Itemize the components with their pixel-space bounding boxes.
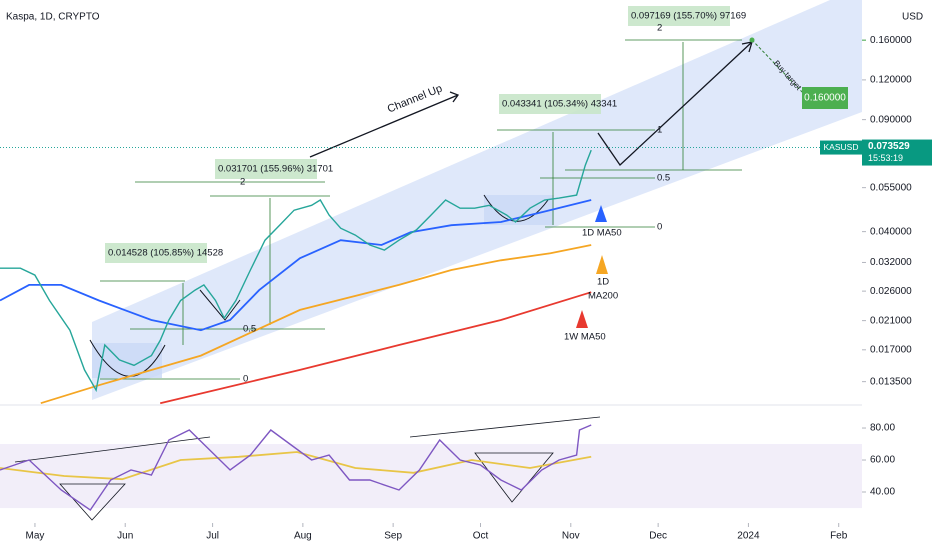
annotation: 2 (657, 23, 662, 34)
swing-line (199, 289, 241, 321)
series-line (0, 149, 592, 393)
annotation: 1W MA50 (564, 332, 606, 343)
series-line (0, 451, 592, 481)
y-tick-label: 0.026000 (870, 286, 912, 297)
y-tick-label: 0.017000 (870, 344, 912, 355)
measure-box (105, 243, 207, 263)
x-tick-label: May (25, 531, 44, 542)
measured-moves (100, 39, 742, 380)
x-tick-label: Sep (384, 531, 402, 542)
y-tick-label: 0.021000 (870, 315, 912, 326)
last-price-tag (862, 139, 932, 166)
annotation: 1D MA50 (582, 228, 622, 239)
x-tick-label: Oct (473, 531, 489, 542)
y-tick-label: 0.013500 (870, 376, 912, 387)
last-price-label: 0.073529 (868, 141, 910, 152)
annotation: 0 (243, 374, 248, 385)
target-label: 0.160000 (804, 93, 846, 104)
x-tick-label: Jun (117, 531, 133, 542)
measure-box (628, 6, 730, 26)
x-tick-label: 2024 (737, 531, 760, 542)
measure-box (499, 94, 601, 114)
x-tick-label: Nov (562, 531, 580, 542)
annotation: 0.031701 (155.96%) 31701 (218, 164, 333, 175)
y-tick-label: 0.040000 (870, 226, 912, 237)
series-line (0, 199, 592, 332)
x-tick-label: Jul (206, 531, 219, 542)
target-box (802, 87, 848, 109)
series-line (40, 244, 592, 405)
price-axis-bg (862, 0, 932, 550)
x-tick-label: Dec (649, 531, 667, 542)
rsi-band (0, 444, 862, 509)
annotation: 1 (657, 125, 662, 136)
y-tick-label: 0.090000 (870, 114, 912, 125)
channel (92, 0, 862, 400)
currency: USD (902, 12, 923, 23)
arrow-w-ma50 (576, 310, 588, 328)
y-tick-label: 60.00 (870, 455, 895, 466)
series-line (0, 424, 592, 511)
annotation: 0 (657, 222, 662, 233)
y-tick-label: 40.00 (870, 487, 895, 498)
arrow-ma50 (595, 205, 607, 222)
target-dot (749, 37, 755, 43)
annotation: MA200 (588, 291, 618, 302)
target-line (751, 39, 806, 96)
annotation: 0.5 (657, 173, 670, 184)
countdown: 15:53:19 (868, 153, 903, 163)
annotation: 0.014528 (105.85%) 14528 (108, 248, 223, 259)
x-tick-label: Aug (294, 531, 312, 542)
measure-box (215, 159, 317, 179)
symbol-label: KASUSD (824, 142, 859, 152)
x-tick-label: Feb (830, 531, 848, 542)
base-box (484, 195, 554, 225)
y-tick-label: 0.160000 (870, 35, 912, 46)
annotation: 1D (597, 277, 609, 288)
annotation: 0.5 (243, 324, 256, 335)
annotation: 0.097169 (155.70%) 97169 (631, 11, 746, 22)
y-tick-label: 0.120000 (870, 75, 912, 86)
arrow-ma200 (596, 255, 608, 274)
annotation: 0.043341 (105.34%) 43341 (502, 99, 617, 110)
rsi-drawings (14, 416, 601, 521)
y-tick-label: 80.00 (870, 423, 895, 434)
annotation: 2 (240, 177, 245, 188)
y-tick-label: 0.032000 (870, 257, 912, 268)
series-line (159, 291, 592, 405)
y-tick-label: 0.055000 (870, 182, 912, 193)
channel-arrow (309, 91, 460, 158)
symbol-title: Kaspa, 1D, CRYPTO (6, 12, 100, 23)
symbol-tag (820, 140, 862, 155)
